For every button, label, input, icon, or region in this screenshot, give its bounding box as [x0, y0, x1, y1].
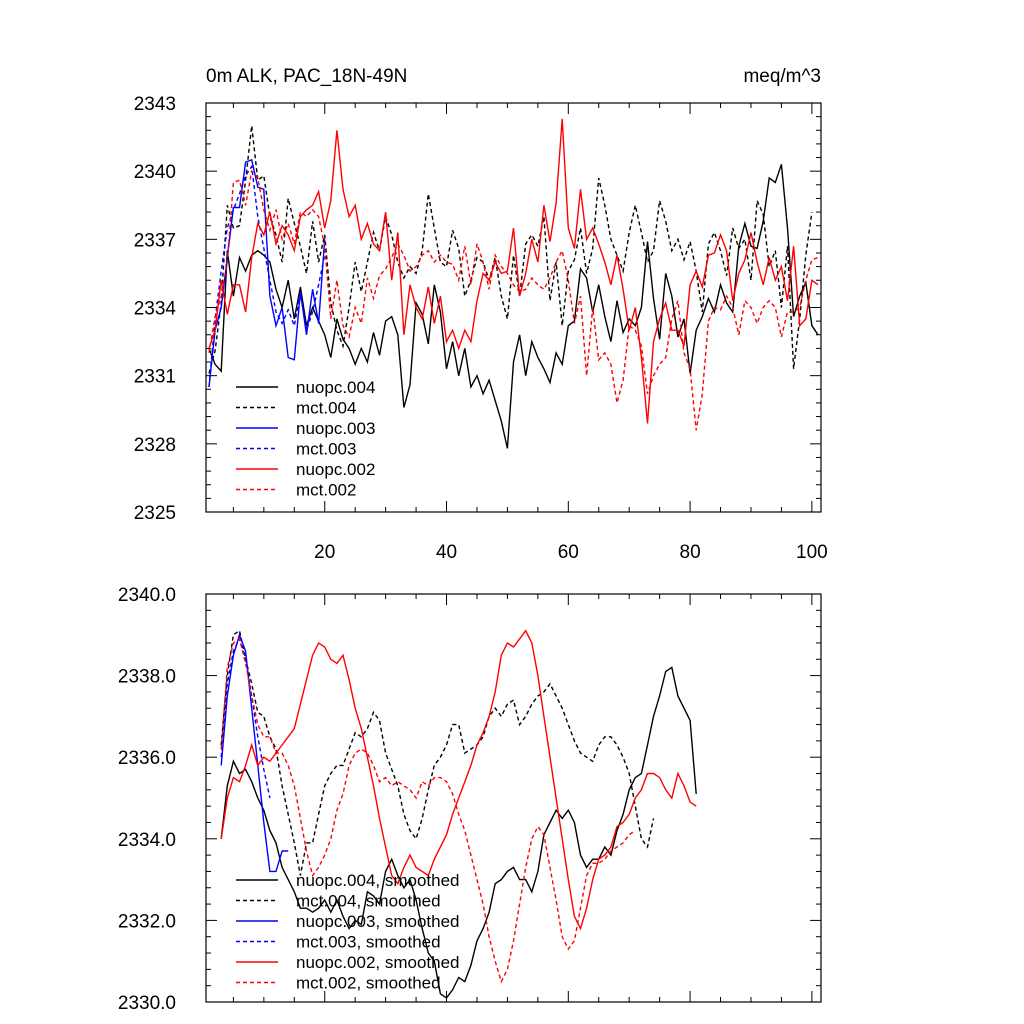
series-line-nuopc-002: [208, 118, 819, 424]
y-tick-label: 2338.0: [118, 667, 176, 688]
top-chart-title: 0m ALK, PAC_18N-49N: [206, 66, 407, 87]
series-line-nuopc-004: [208, 164, 819, 449]
series-line-nuopc-004-smoothed: [220, 666, 697, 999]
y-tick-label: 2340: [134, 162, 176, 183]
legend-label: nuopc.002, smoothed: [296, 953, 460, 972]
legend-label: mct.002, smoothed: [296, 974, 441, 993]
legend-label: mct.004, smoothed: [296, 892, 441, 911]
y-tick-label: 2340.0: [118, 585, 176, 606]
series-line-mct-004-smoothed: [220, 629, 655, 876]
y-tick-label: 2330.0: [118, 993, 176, 1014]
y-tick-label: 2332.0: [118, 911, 176, 932]
legend-label: mct.002: [296, 481, 356, 500]
legend-label: nuopc.003: [296, 419, 375, 438]
series-line-nuopc-003-smoothed: [220, 632, 289, 873]
y-tick-label: 2337: [134, 230, 176, 251]
bottom-chart: 2330.0 2332.0 2334.0 2336.0 2338.0 2340.0 nuop…: [118, 585, 822, 1014]
y-tick-label: 2334: [134, 299, 177, 320]
legend-label: mct.003: [296, 440, 356, 459]
y-tick-label: 2328: [134, 435, 176, 456]
plot-frame: [205, 593, 822, 1003]
series-line-mct-002-smoothed: [220, 637, 636, 984]
y-tick-label: 2334.0: [118, 830, 176, 851]
x-tick-label: 20: [314, 542, 335, 563]
x-tick-label: 80: [680, 542, 701, 563]
y-tick-label: 2331: [134, 367, 176, 388]
y-tick-label: 2325: [134, 503, 176, 524]
x-tick-label: 40: [436, 542, 457, 563]
legend-label: mct.003, smoothed: [296, 933, 441, 952]
series-line-mct-003: [208, 164, 326, 388]
top-chart-units: meq/m^3: [743, 66, 821, 87]
legend-label: nuopc.002: [296, 460, 375, 479]
series-line-mct-003-smoothed: [220, 637, 271, 799]
series-line-mct-004: [208, 125, 813, 374]
y-tick-label: 2336.0: [118, 748, 176, 769]
legend-label: mct.004: [296, 399, 356, 418]
series-line-mct-002: [208, 169, 819, 431]
y-tick-label: 2343: [134, 94, 176, 115]
x-tick-label: 60: [558, 542, 579, 563]
top-chart: 2325 2328 2331 2334 2337 2340 2343 20 40 60 80 100 n…: [134, 94, 828, 563]
legend-label: nuopc.003, smoothed: [296, 912, 460, 931]
legend-label: nuopc.004: [296, 378, 375, 397]
legend-label: nuopc.004, smoothed: [296, 871, 460, 890]
x-tick-label: 100: [796, 542, 828, 563]
series-line-nuopc-002-smoothed: [220, 629, 697, 931]
